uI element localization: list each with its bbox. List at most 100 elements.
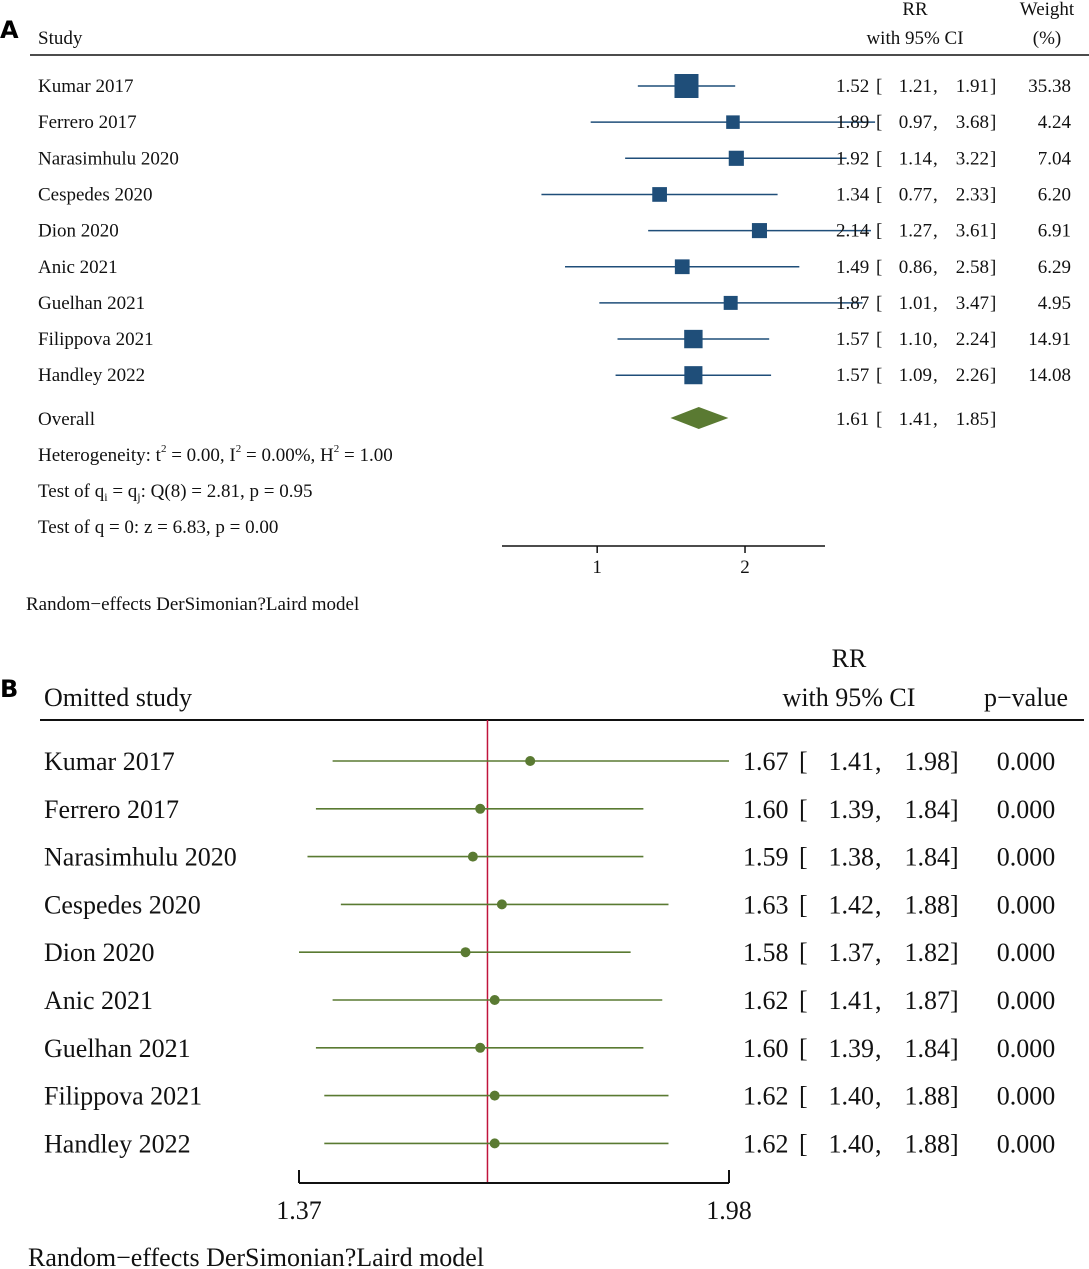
zero-test-stat: Test of q = 0: z = 6.83, p = 0.00 [38,517,278,538]
panel-a: A Study RR with 95% CI Weight (%) Kumar … [0,0,1089,615]
bracket-close: ] [950,938,959,967]
weight-value: 6.91 [1038,221,1071,242]
ci-comma: , [933,365,938,386]
overall-label: Overall [38,409,95,430]
overall-ci-high: 1.85 [956,409,989,430]
weight-value: 6.20 [1038,184,1071,205]
bracket-close: ] [990,221,996,242]
x-tick-label: 1.37 [276,1196,322,1225]
omitted-study-name: Dion 2020 [44,938,155,967]
bracket-open: [ [799,1034,808,1063]
bracket-close: ] [950,890,959,919]
rr-marker [723,295,738,310]
bracket-close: ] [990,257,996,278]
weight-value: 14.91 [1028,329,1071,350]
omitted-study-name: Narasimhulu 2020 [44,843,237,872]
ci-low: 0.86 [899,257,932,278]
study-row: Ferrero 2017 1.89 [0.97, 3.68] 4.24 [38,112,1072,133]
bracket-open: [ [876,221,882,242]
ci-low: 1.40 [829,1082,875,1111]
p-value: 0.000 [997,1129,1056,1158]
ci-low: 1.37 [829,938,875,967]
panel-b-x-ticks: 1.37 1.98 [276,1170,752,1225]
omitted-study-name: Ferrero 2017 [44,795,179,824]
ci-comma: , [933,148,938,169]
ci-low: 1.41 [829,986,875,1015]
overall-ci-low: 1.41 [899,409,932,430]
rr-point [467,851,478,862]
bracket-open: [ [799,1082,808,1111]
bracket-open: [ [876,293,882,314]
rr-point [489,1090,500,1101]
bracket-close: ] [990,293,996,314]
study-name: Guelhan 2021 [38,293,145,314]
panel-a-footnote: Random−effects DerSimonian?Laird model [26,594,359,615]
rr-point [460,947,471,958]
ci-low: 1.41 [829,747,875,776]
overall-bracket-open: [ [876,409,882,430]
bracket-open: [ [876,257,882,278]
ci-low: 1.09 [899,365,932,386]
omitted-study-name: Filippova 2021 [44,1082,202,1111]
omitted-study-row: Filippova 2021 1.62 [1.40, 1.88] 0.000 [44,1082,1055,1111]
x-tick-label: 1.98 [706,1196,752,1225]
study-name: Kumar 2017 [38,76,134,97]
bracket-close: ] [990,365,996,386]
rr-marker [652,187,667,202]
overall-ci-comma: , [933,409,938,430]
panel-a-weight-unit-header: (%) [1033,28,1061,49]
bracket-open: [ [799,795,808,824]
panel-a-overall-row: Overall 1.61 [ 1.41 , 1.85 ] [38,407,996,430]
rr-point [489,995,500,1005]
study-name: Filippova 2021 [38,329,154,350]
bracket-open: [ [799,938,808,967]
weight-value: 4.95 [1038,293,1071,314]
ci-low: 1.10 [899,329,932,350]
bracket-open: [ [799,890,808,919]
bracket-open: [ [799,986,808,1015]
bracket-open: [ [876,329,882,350]
rr-value: 1.92 [836,148,869,169]
ci-comma: , [875,843,882,872]
study-row: Dion 2020 2.14 [1.27, 3.61] 6.91 [38,221,1071,242]
study-name: Handley 2022 [38,365,145,386]
panel-b-pvalue-header: p−value [984,683,1068,712]
bracket-open: [ [799,1129,808,1158]
panel-b: B Omitted study RR with 95% CI p−value K… [0,644,1084,1269]
ci-high: 1.84 [905,843,951,872]
p-value: 0.000 [997,795,1056,824]
x-tick-label: 1 [592,557,602,578]
ci-low: 1.21 [899,76,932,97]
p-value: 0.000 [997,843,1056,872]
study-name: Narasimhulu 2020 [38,148,179,169]
ci-high: 2.26 [956,365,989,386]
ci-comma: , [933,112,938,133]
ci-comma: , [875,938,882,967]
bracket-open: [ [876,148,882,169]
ci-comma: , [933,257,938,278]
rr-point [475,803,486,814]
ci-low: 0.77 [899,184,932,205]
bracket-open: [ [876,184,882,205]
rr-marker [674,259,690,275]
study-name: Anic 2021 [38,257,118,278]
panel-a-rows: Kumar 2017 1.52 [1.21, 1.91] 35.38 Ferrero 20… [38,74,1072,386]
equality-test-stat: Test of qi = qj: Q(8) = 2.81, p = 0.95 [38,481,312,504]
omitted-study-row: Kumar 2017 1.67 [1.41, 1.98] 0.000 [44,747,1055,776]
bracket-close: ] [950,1129,959,1158]
bracket-open: [ [876,365,882,386]
p-value: 0.000 [997,1082,1056,1111]
heterogeneity-stat: Heterogeneity: t2 = 0.00, I2 = 0.00%, H2… [38,443,393,466]
ci-low: 1.01 [899,293,932,314]
omitted-study-row: Cespedes 2020 1.63 [1.42, 1.88] 0.000 [44,890,1055,919]
panel-a-ci-header: with 95% CI [866,28,963,49]
rr-value: 1.62 [743,986,789,1015]
bracket-close: ] [990,329,996,350]
omitted-study-row: Ferrero 2017 1.60 [1.39, 1.84] 0.000 [44,795,1055,824]
ci-high: 3.47 [956,293,989,314]
ci-high: 1.84 [905,795,951,824]
bracket-close: ] [990,184,996,205]
panel-b-footnote: Random−effects DerSimonian?Laird model [28,1243,484,1269]
